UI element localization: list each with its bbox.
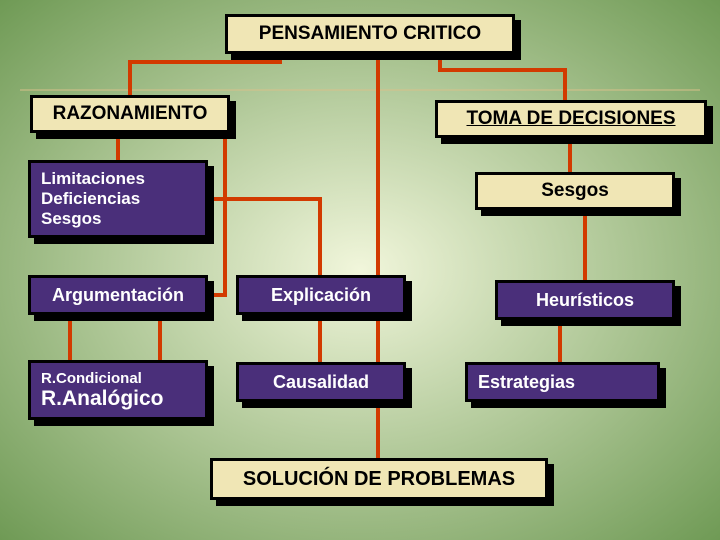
node-limit: LimitacionesDeficienciasSesgos <box>28 160 208 238</box>
node-sol: SOLUCIÓN DE PROBLEMAS <box>210 458 548 500</box>
node-argu: Argumentación <box>28 275 208 315</box>
node-limit-line0: Limitaciones <box>41 169 195 189</box>
node-rcond: R.CondicionalR.Analógico <box>28 360 208 420</box>
node-rcond-line0: R.Condicional <box>41 370 195 387</box>
node-title: PENSAMIENTO CRITICO <box>225 14 515 54</box>
node-razon: RAZONAMIENTO <box>30 95 230 133</box>
node-sesgos: Sesgos <box>475 172 675 210</box>
node-toma: TOMA DE DECISIONES <box>435 100 707 138</box>
connector <box>130 54 280 95</box>
node-caus: Causalidad <box>236 362 406 402</box>
node-estr: Estrategias <box>465 362 660 402</box>
node-expl: Explicación <box>236 275 406 315</box>
node-limit-line2: Sesgos <box>41 209 195 229</box>
node-rcond-line1: R.Analógico <box>41 387 195 411</box>
node-limit-line1: Deficiencias <box>41 189 195 209</box>
node-heur: Heurísticos <box>495 280 675 320</box>
connector <box>440 54 565 100</box>
